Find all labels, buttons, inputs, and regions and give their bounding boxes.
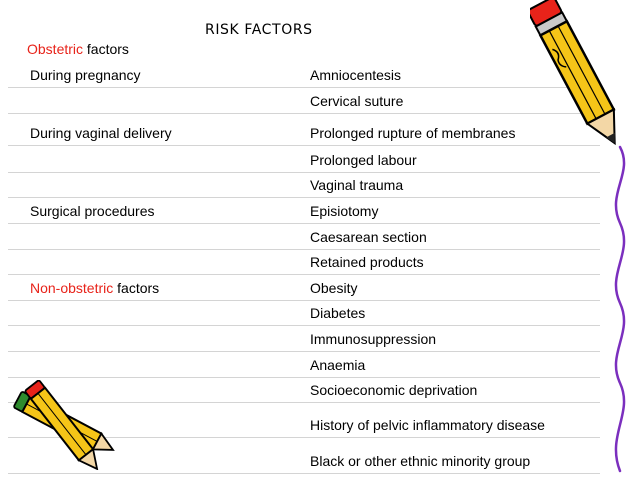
table-row: Anaemia: [8, 352, 600, 378]
table-row: History of pelvic inflammatory disease: [8, 403, 600, 438]
factor-cell: Retained products: [310, 254, 424, 270]
non-obstetric-rest: factors: [113, 280, 160, 296]
factor-cell: History of pelvic inflammatory disease: [310, 417, 545, 433]
wavy-line: [614, 145, 626, 473]
table-row: Immunosuppression: [8, 326, 600, 352]
table-row: During vaginal delivery Prolonged ruptur…: [8, 114, 600, 146]
category-cell: During pregnancy: [30, 67, 141, 83]
factor-cell: Anaemia: [310, 357, 366, 373]
table-row: Retained products: [8, 250, 600, 275]
table-row: Vaginal trauma: [8, 173, 600, 198]
factor-cell: Black or other ethnic minority group: [310, 453, 531, 469]
table-row: Prolonged labour: [8, 146, 600, 173]
factor-cell: Vaginal trauma: [310, 177, 404, 193]
table-row: Diabetes: [8, 301, 600, 326]
table-row: Non-obstetric factors Obesity: [8, 275, 600, 301]
factor-cell: Amniocentesis: [310, 67, 402, 83]
table-row: Surgical procedures Episiotomy: [8, 198, 600, 224]
obstetric-rest: factors: [83, 41, 129, 57]
table-row: During pregnancy Amniocentesis: [8, 62, 600, 88]
category-cell: During vaginal delivery: [30, 125, 172, 141]
factor-cell: Prolonged rupture of membranes: [310, 125, 516, 141]
category-cell: Non-obstetric factors: [30, 280, 159, 296]
table-row: Caesarean section: [8, 224, 600, 250]
factor-cell: Socioeconomic deprivation: [310, 382, 478, 398]
slide-title: RISK FACTORS: [205, 22, 313, 38]
factor-cell: Immunosuppression: [310, 331, 437, 347]
table-row: Black or other ethnic minority group: [8, 438, 600, 474]
factor-cell: Diabetes: [310, 305, 366, 321]
factor-cell: Prolonged labour: [310, 152, 417, 168]
table-row: Socioeconomic deprivation: [8, 378, 600, 403]
factor-cell: Episiotomy: [310, 203, 379, 219]
factor-cell: Obesity: [310, 280, 358, 296]
category-cell: Surgical procedures: [30, 203, 155, 219]
obstetric-accent: Obstetric: [27, 41, 84, 57]
obstetric-factors-heading: Obstetric factors: [27, 41, 129, 57]
factor-cell: Caesarean section: [310, 229, 427, 245]
non-obstetric-accent: Non-obstetric: [30, 280, 114, 296]
table-row: Cervical suture: [8, 88, 600, 114]
factor-cell: Cervical suture: [310, 93, 404, 109]
